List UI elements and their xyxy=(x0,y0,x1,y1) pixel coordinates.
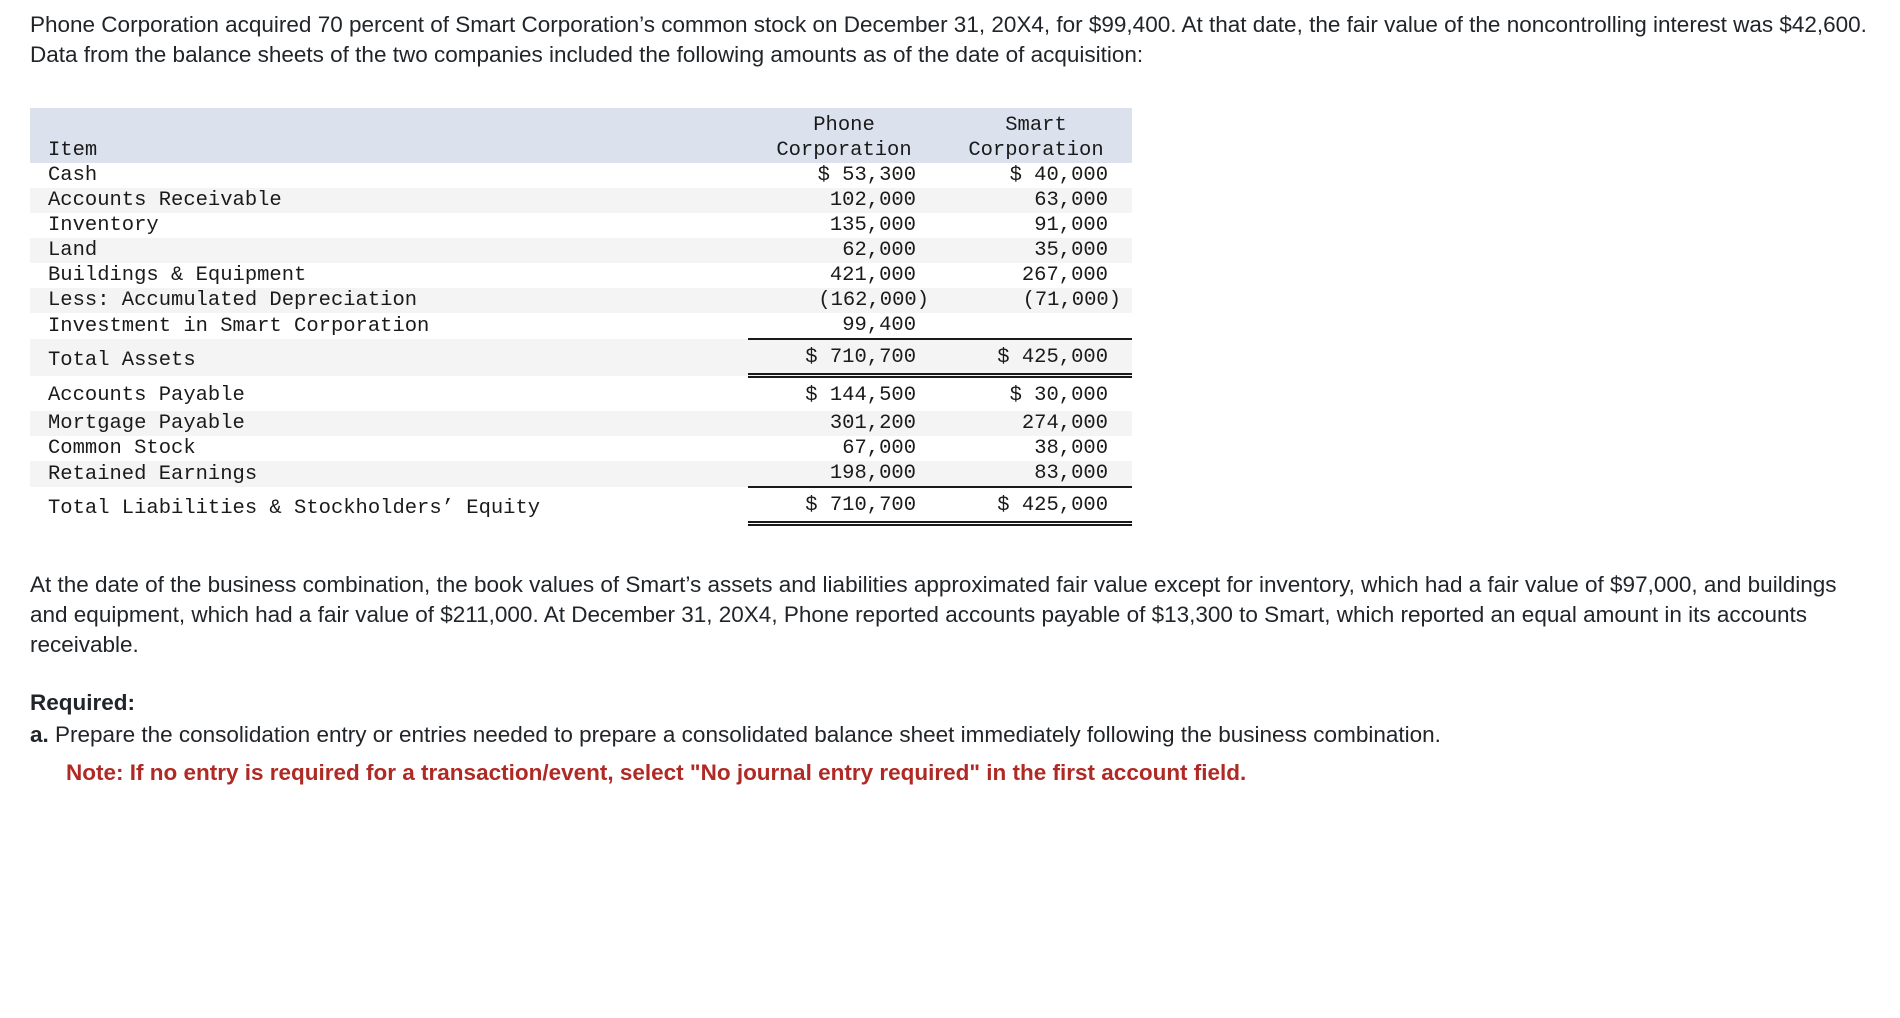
row-phone-value: 102,000 xyxy=(748,188,940,213)
row-phone-value: 421,000 xyxy=(829,264,916,287)
row-smart-value: 35,000 xyxy=(940,238,1132,263)
table-row-total-assets: Total Assets $ 710,700 $ 425,000 xyxy=(30,339,1132,378)
table-row-investment-in-smart: Investment in Smart Corporation 99,400 xyxy=(30,313,1132,340)
row-item: Inventory xyxy=(48,214,159,237)
row-phone-value: $ 53,300 xyxy=(817,164,916,187)
table-row-buildings-equipment: Buildings & Equipment 421,000 267,000 xyxy=(30,263,1132,288)
row-phone-value: 99,400 xyxy=(748,313,940,340)
row-item: Cash xyxy=(48,164,98,187)
row-smart-value: $ 425,000 xyxy=(940,339,1132,378)
row-item: Mortgage Payable xyxy=(30,411,748,436)
row-smart-value: $ 40,000 xyxy=(1009,164,1108,187)
row-smart-value: $ 30,000 xyxy=(1009,384,1108,407)
table-row-accounts-receivable: Accounts Receivable 102,000 63,000 xyxy=(30,188,1132,213)
row-phone-value: $ 710,700 xyxy=(748,487,940,526)
row-item: Investment in Smart Corporation xyxy=(48,315,430,338)
fair-value-paragraph: At the date of the business combination,… xyxy=(30,572,1837,657)
table-row-retained-earnings: Retained Earnings 198,000 83,000 xyxy=(30,461,1132,488)
table-header: Phone Smart Item Corporation Corporation xyxy=(30,108,1132,163)
row-item: Accounts Payable xyxy=(48,384,245,407)
requirement-a-text: Prepare the consolidation entry or entri… xyxy=(55,722,1441,747)
row-item: Buildings & Equipment xyxy=(48,264,307,287)
row-phone-value: $ 710,700 xyxy=(748,339,940,378)
row-smart-value xyxy=(940,313,1132,340)
header-smart-top: Smart xyxy=(940,108,1132,138)
header-spacer xyxy=(30,108,748,138)
intro-paragraph: Phone Corporation acquired 70 percent of… xyxy=(30,12,1867,67)
requirement-a-label: a. xyxy=(30,722,49,747)
required-label: Required: xyxy=(30,690,136,715)
row-phone-value: (162,000) xyxy=(748,288,940,313)
row-phone-value: 62,000 xyxy=(748,238,940,263)
row-phone-value: 198,000 xyxy=(748,461,940,488)
row-smart-value: 274,000 xyxy=(940,411,1132,436)
table-row-accounts-payable: Accounts Payable $ 144,500 $ 30,000 xyxy=(30,376,1132,412)
row-item: Land xyxy=(30,238,748,263)
header-smart-bottom: Corporation xyxy=(940,138,1132,163)
table-row-inventory: Inventory 135,000 91,000 xyxy=(30,213,1132,238)
row-item: Less: Accumulated Depreciation xyxy=(30,288,748,313)
row-phone-value: 301,200 xyxy=(748,411,940,436)
table-row-land: Land 62,000 35,000 xyxy=(30,238,1132,263)
row-item: Accounts Receivable xyxy=(30,188,748,213)
row-smart-value: (71,000) xyxy=(940,288,1132,313)
row-item: Total Assets xyxy=(30,339,748,376)
header-item: Item xyxy=(30,138,748,163)
row-smart-value: 83,000 xyxy=(940,461,1132,488)
table-row-common-stock: Common Stock 67,000 38,000 xyxy=(30,436,1132,461)
row-phone-value: 67,000 xyxy=(842,437,916,460)
row-smart-value: 63,000 xyxy=(940,188,1132,213)
table-row-accumulated-depreciation: Less: Accumulated Depreciation (162,000)… xyxy=(30,288,1132,313)
row-smart-value: 267,000 xyxy=(1021,264,1108,287)
row-item: Retained Earnings xyxy=(30,461,748,487)
balance-sheet-table: Phone Smart Item Corporation Corporation… xyxy=(30,108,1132,526)
row-smart-value: 38,000 xyxy=(1034,437,1108,460)
row-smart-value: 91,000 xyxy=(1034,214,1108,237)
row-phone-value: $ 144,500 xyxy=(805,384,916,407)
requirement-a: a. Prepare the consolidation entry or en… xyxy=(30,720,1626,750)
header-phone-bottom: Corporation xyxy=(748,138,940,163)
row-phone-value: 135,000 xyxy=(829,214,916,237)
row-smart-value: $ 425,000 xyxy=(940,487,1132,526)
table-row-total-liabilities-equity: Total Liabilities & Stockholders’ Equity… xyxy=(30,487,1132,526)
row-item: Common Stock xyxy=(48,437,196,460)
note-text: Note: If no entry is required for a tran… xyxy=(66,760,1247,785)
table-row-mortgage-payable: Mortgage Payable 301,200 274,000 xyxy=(30,411,1132,436)
table-row-cash: Cash $ 53,300 $ 40,000 xyxy=(30,163,1132,188)
header-phone-top: Phone xyxy=(748,108,940,138)
row-item: Total Liabilities & Stockholders’ Equity xyxy=(48,496,541,520)
